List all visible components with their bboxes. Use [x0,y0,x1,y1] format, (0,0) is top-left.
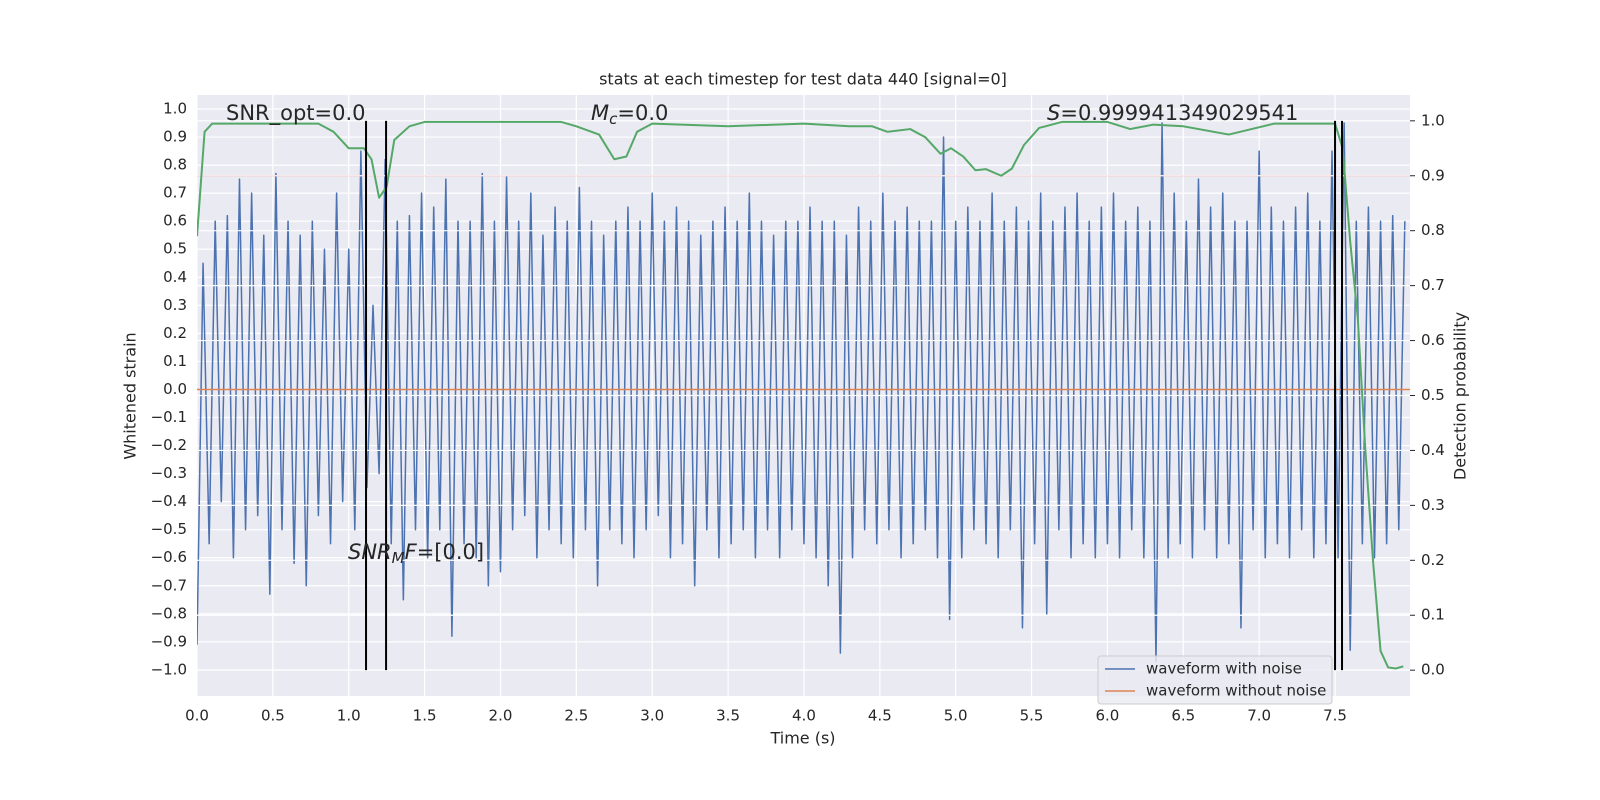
x-tick-label: 7.5 [1323,707,1347,725]
y-axis-label: Whitened strain [121,332,140,459]
y2-tick-label: 0.0 [1421,661,1445,679]
y2-tick-label: 0.2 [1421,551,1445,569]
chart-title: stats at each timestep for test data 440… [599,70,1007,89]
x-tick-label: 3.5 [716,707,740,725]
y-tick-label: 0.3 [163,296,187,314]
legend-label: waveform with noise [1146,660,1302,678]
x-tick-label: 0.5 [261,707,285,725]
annotation: SNR_opt=0.0 [226,101,366,126]
y2-tick-label: 0.3 [1421,496,1445,514]
waveform-line [197,122,1406,663]
annotation: SNRMF=[0.0] [348,540,484,567]
x-tick-label: 1.0 [337,707,361,725]
y2-tick-label: 0.5 [1421,386,1445,404]
x-tick-label: 5.0 [944,707,968,725]
annotation-part: M [392,549,405,567]
y2-tick-label: 0.7 [1421,276,1445,294]
y-tick-label: 0.2 [163,324,187,342]
annotation-part: c [609,110,618,128]
y2-tick-label: 0.1 [1421,606,1445,624]
y-tick-label: 0.4 [163,268,187,286]
y-tick-label: −0.4 [151,492,187,510]
y-tick-label: −0.1 [151,408,187,426]
x-axis-label: Time (s) [769,729,835,748]
annotation-part: =0.0 [617,101,668,125]
x-tick-label: 2.0 [489,707,513,725]
y-tick-label: −0.7 [151,576,187,594]
annotation-part: SNR [348,540,392,564]
y-tick-label: 0.7 [163,184,187,202]
y-tick-label: 1.0 [163,100,187,118]
x-tick-label: 6.0 [1096,707,1120,725]
x-tick-label: 3.0 [640,707,664,725]
annotation-part: =[0.0] [417,540,484,564]
annotation-part: =0.999941349029541 [1060,101,1298,125]
annotation: S=0.999941349029541 [1047,101,1298,125]
annotation-part: M [591,101,609,125]
y-tick-label: −0.5 [151,520,187,538]
legend-box [1097,655,1333,705]
y2-tick-label: 0.4 [1421,441,1445,459]
x-tick-label: 6.5 [1171,707,1195,725]
x-tick-label: 0.0 [185,707,209,725]
annotation-part: SNR_opt=0.0 [226,101,366,126]
y-tick-label: 0.5 [163,240,187,258]
x-tick-label: 1.5 [413,707,437,725]
data-over [197,120,1410,671]
x-tick-label: 4.5 [868,707,892,725]
y2-axis-label: Detection probability [1451,312,1470,480]
x-tick-label: 7.0 [1247,707,1271,725]
annotation-part: F [405,540,418,564]
y2-tick-label: 1.0 [1421,111,1445,129]
annotation: Mc=0.0 [591,101,668,128]
y-tick-label: 0.1 [163,352,187,370]
y-tick-label: −0.8 [151,604,187,622]
y-tick-label: 0.8 [163,156,187,174]
axes: 0.0 0.5 1.0 1.5 2.0 2.5 3.0 3.5 4.0 4.5 5.0 5.5 6.0 6… [151,100,1445,725]
x-tick-label: 5.5 [1020,707,1044,725]
y-tick-label: −0.2 [151,436,187,454]
y-tick-label: −0.6 [151,548,187,566]
y-tick-label: −0.9 [151,632,187,650]
y-tick-label: −1.0 [151,660,187,678]
y2-tick-label: 0.6 [1421,331,1445,349]
y-tick-label: 0.6 [163,212,187,230]
legend-label: waveform without noise [1146,682,1326,700]
y2-tick-label: 0.9 [1421,166,1445,184]
annotation-part: S [1047,101,1060,125]
y2-tick-label: 0.8 [1421,221,1445,239]
y-tick-label: 0.0 [163,380,187,398]
x-tick-label: 2.5 [564,707,588,725]
y-tick-label: −0.3 [151,464,187,482]
y-tick-label: 0.9 [163,128,187,146]
x-tick-label: 4.0 [792,707,816,725]
